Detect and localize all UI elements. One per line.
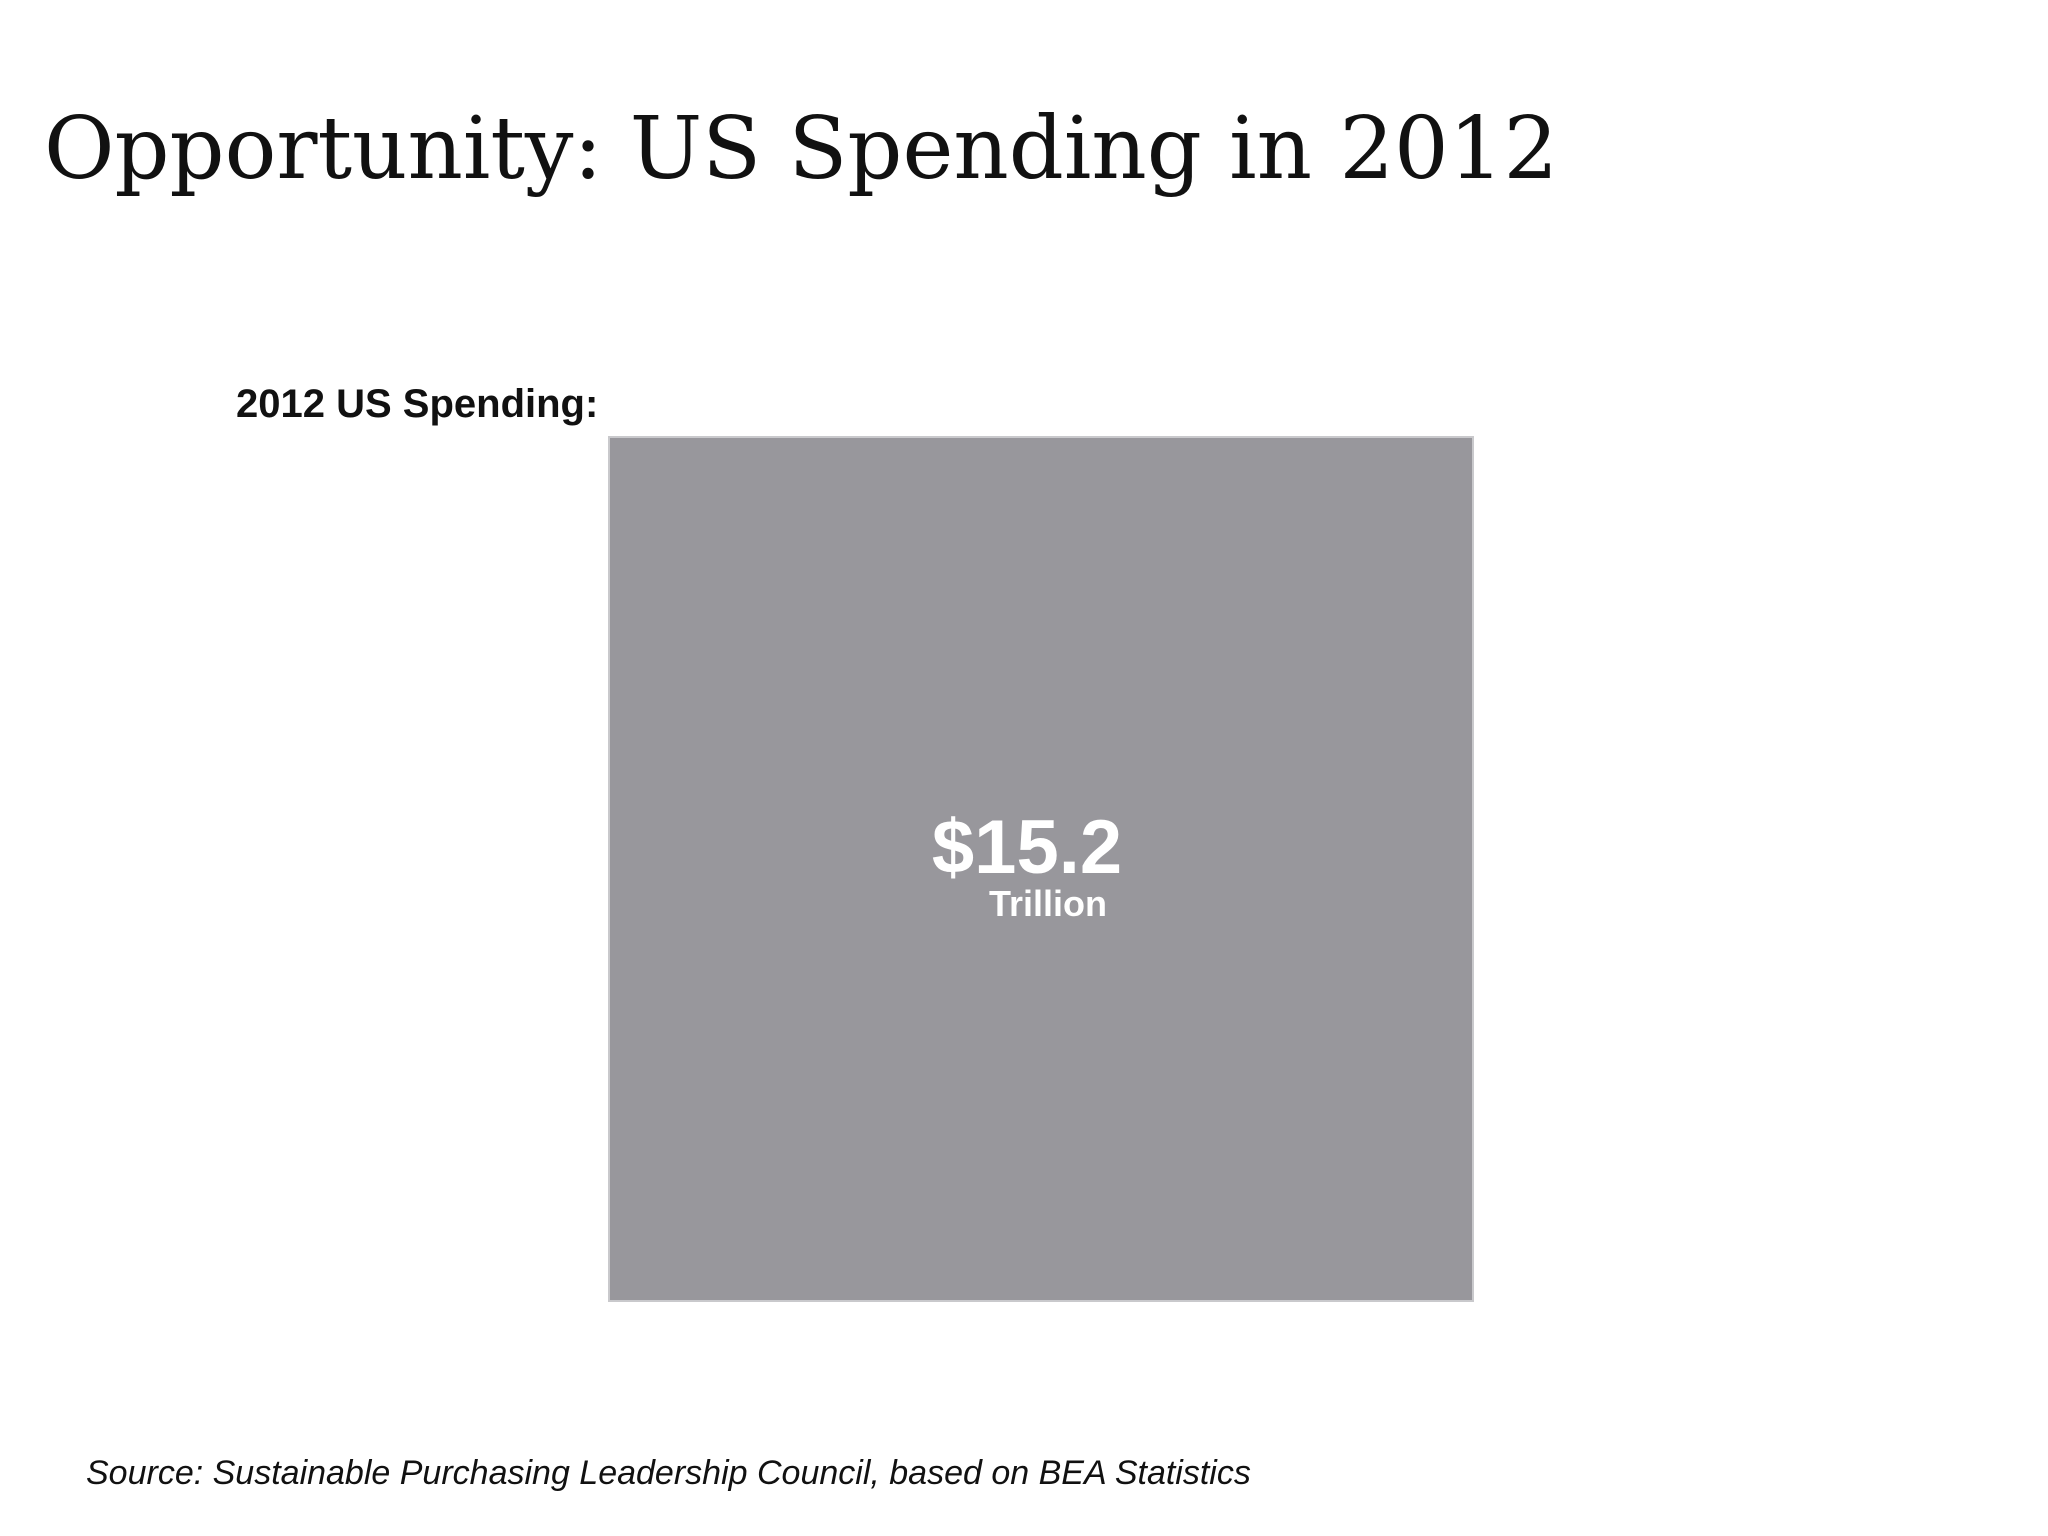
spending-unit-label: Trillion xyxy=(989,883,1107,924)
spending-square xyxy=(608,436,1474,1302)
slide-title: Opportunity: US Spending in 2012 xyxy=(44,99,1559,199)
chart-title: 2012 US Spending: xyxy=(236,382,599,426)
spending-value-label: $15.2 xyxy=(932,805,1122,890)
source-note: Source: Sustainable Purchasing Leadershi… xyxy=(86,1454,1251,1492)
